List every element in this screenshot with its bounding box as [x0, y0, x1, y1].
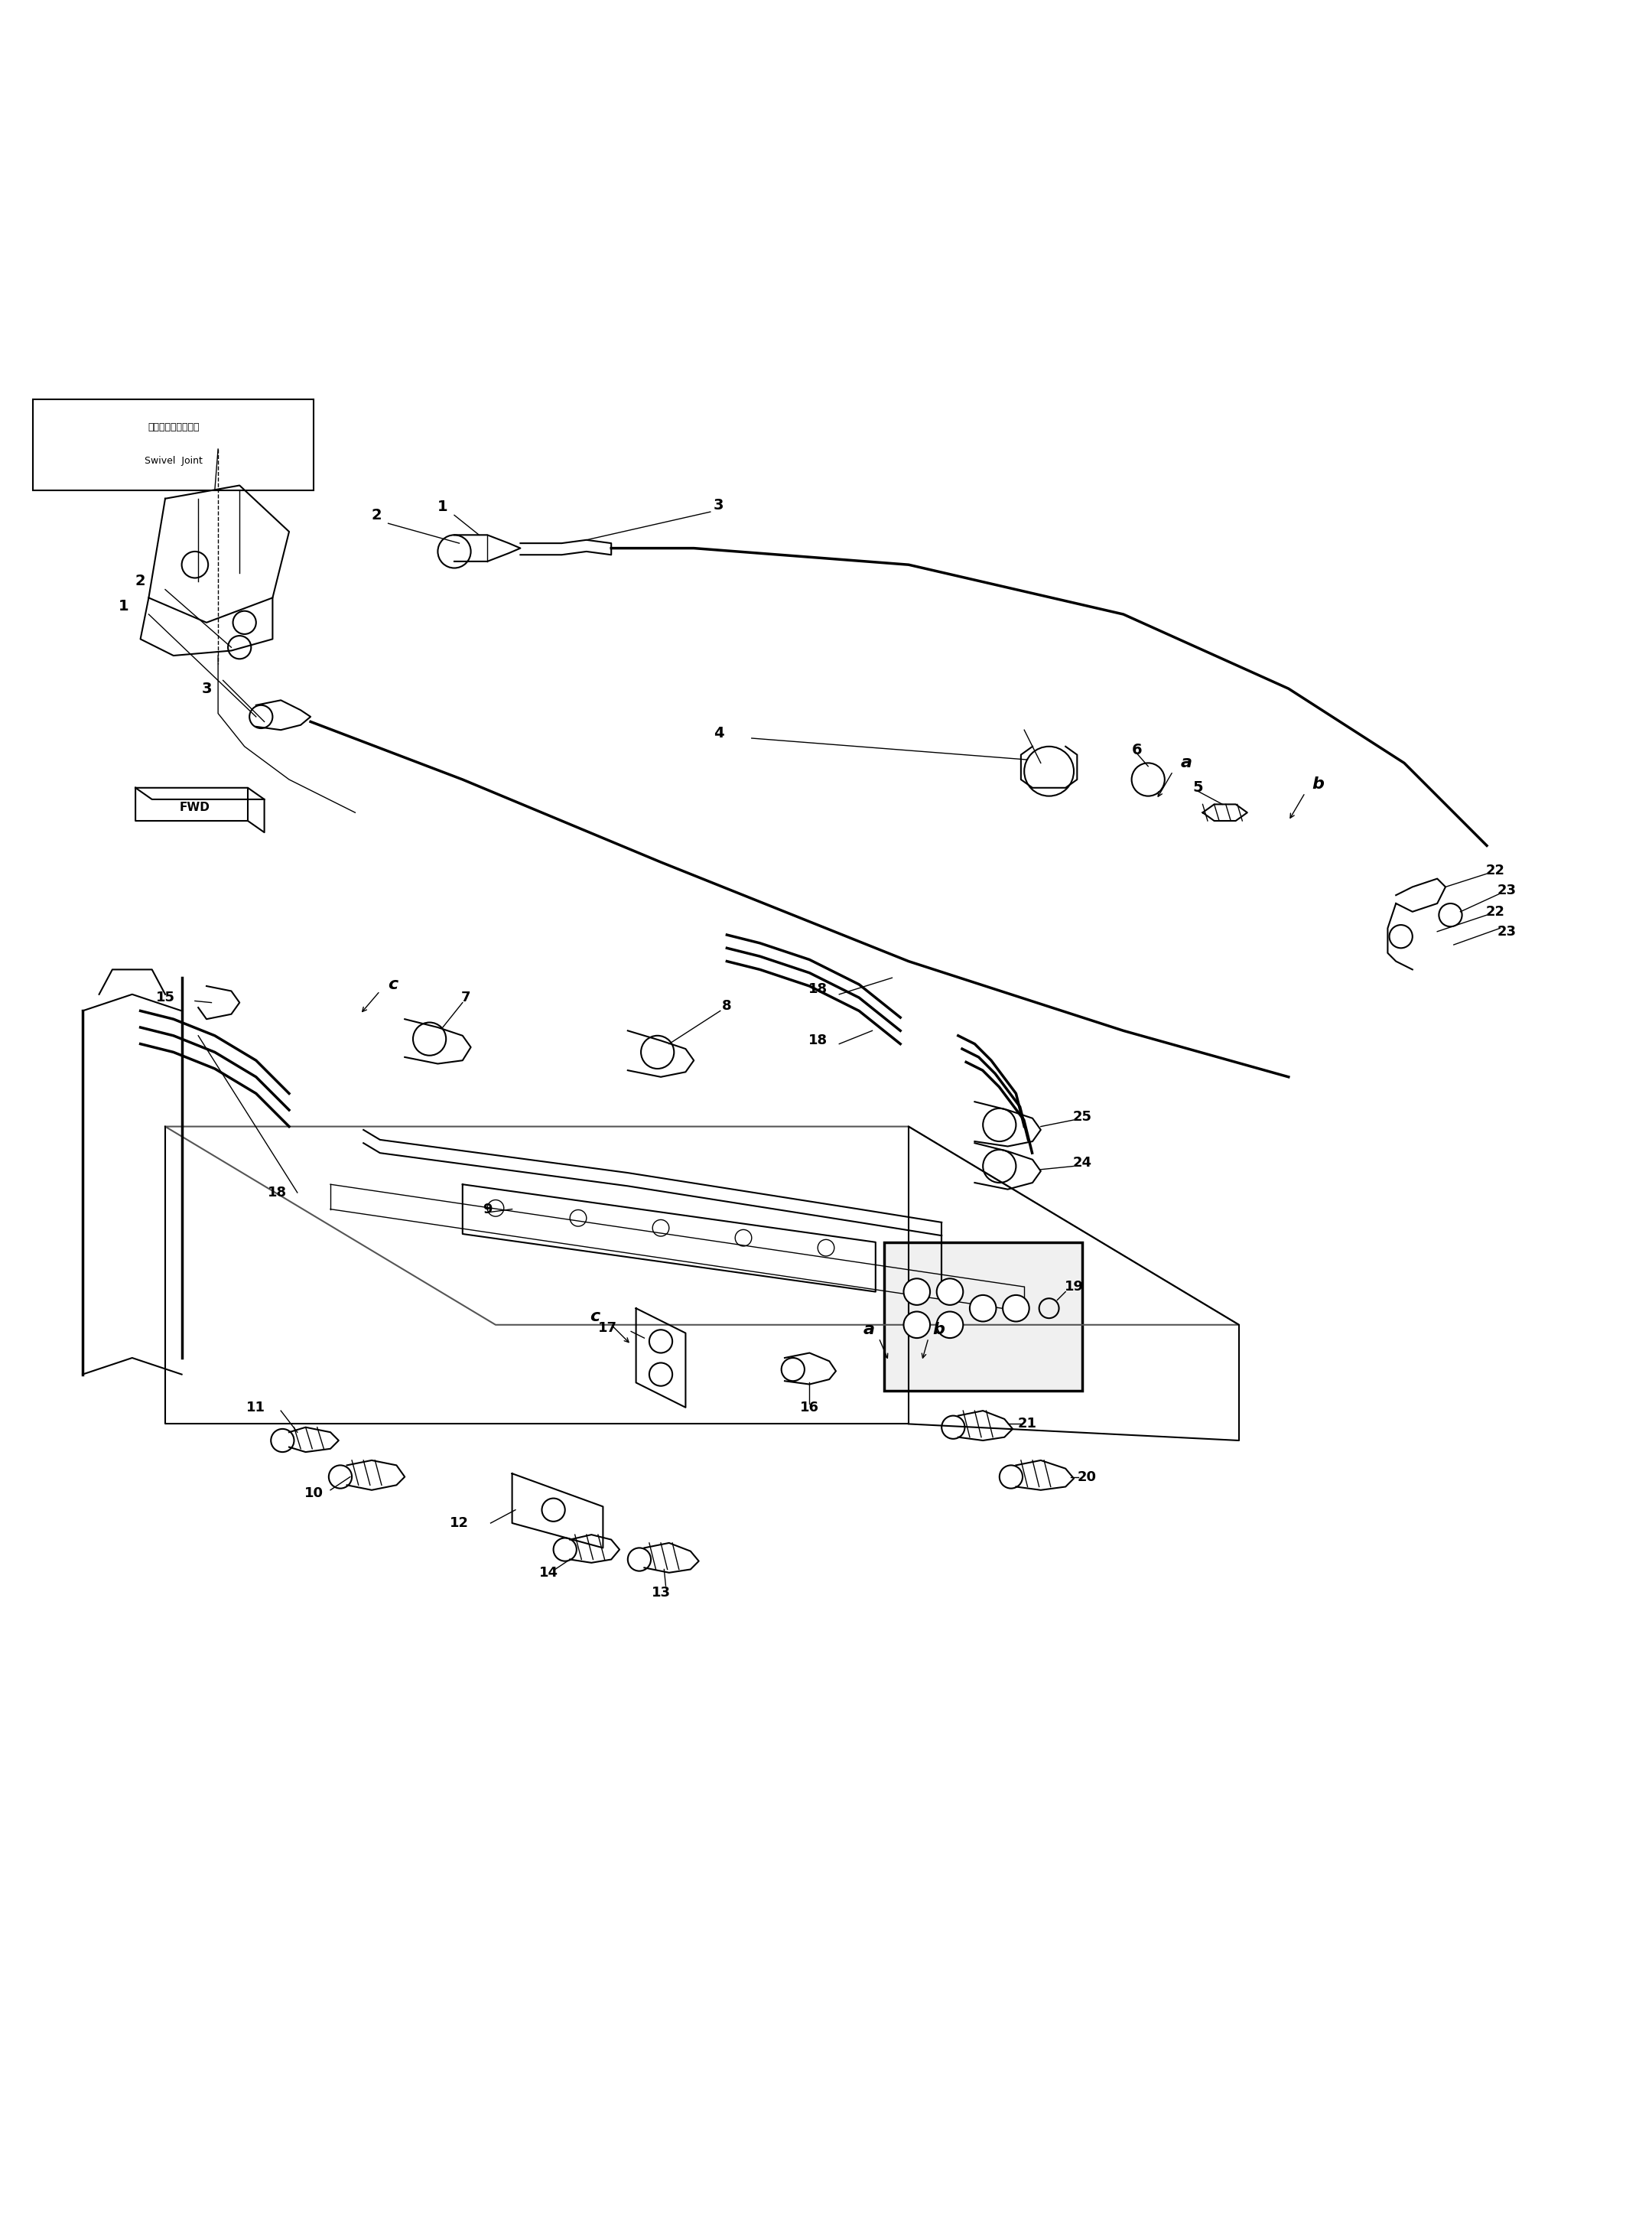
Text: 24: 24 — [1072, 1157, 1092, 1170]
Text: a: a — [864, 1323, 874, 1336]
Circle shape — [1003, 1294, 1029, 1321]
Text: 4: 4 — [714, 726, 724, 741]
Text: 2: 2 — [135, 575, 145, 588]
Text: Swivel  Joint: Swivel Joint — [144, 455, 203, 466]
Text: 15: 15 — [155, 990, 175, 1003]
Text: 20: 20 — [1077, 1470, 1097, 1483]
Text: 22: 22 — [1485, 906, 1505, 919]
Text: 9: 9 — [482, 1203, 492, 1217]
Text: 6: 6 — [1132, 741, 1142, 757]
Text: c: c — [590, 1310, 600, 1323]
Text: 21: 21 — [1018, 1416, 1037, 1432]
Circle shape — [970, 1294, 996, 1321]
Text: 2: 2 — [372, 508, 382, 522]
Text: 11: 11 — [246, 1401, 266, 1414]
Text: 5: 5 — [1193, 781, 1203, 795]
Text: 16: 16 — [800, 1401, 819, 1414]
Text: 19: 19 — [1064, 1281, 1084, 1294]
Circle shape — [937, 1312, 963, 1339]
Text: b: b — [932, 1323, 945, 1336]
Text: 25: 25 — [1072, 1110, 1092, 1123]
Text: 8: 8 — [722, 999, 732, 1012]
Text: b: b — [1312, 777, 1325, 793]
Text: FWD: FWD — [180, 801, 210, 813]
Text: 18: 18 — [808, 1035, 828, 1048]
Bar — [33, 400, 314, 491]
Text: 1: 1 — [438, 500, 448, 515]
Text: 18: 18 — [268, 1185, 287, 1199]
Text: 18: 18 — [808, 983, 828, 997]
Text: 7: 7 — [461, 990, 471, 1003]
Bar — [884, 1243, 1082, 1392]
Text: 3: 3 — [714, 497, 724, 513]
Text: 22: 22 — [1485, 864, 1505, 877]
Circle shape — [937, 1279, 963, 1305]
Text: 3: 3 — [202, 682, 211, 695]
Text: 23: 23 — [1497, 926, 1517, 939]
Circle shape — [904, 1312, 930, 1339]
Text: 10: 10 — [304, 1487, 324, 1501]
Text: スイベルジョイント: スイベルジョイント — [147, 422, 200, 433]
Text: 13: 13 — [651, 1585, 671, 1598]
Text: 23: 23 — [1497, 884, 1517, 897]
Text: 12: 12 — [449, 1516, 469, 1530]
Text: 17: 17 — [598, 1321, 618, 1334]
Circle shape — [904, 1279, 930, 1305]
Text: c: c — [388, 977, 398, 992]
Text: 14: 14 — [539, 1565, 558, 1581]
Text: a: a — [1181, 755, 1191, 770]
Text: 1: 1 — [119, 599, 129, 613]
